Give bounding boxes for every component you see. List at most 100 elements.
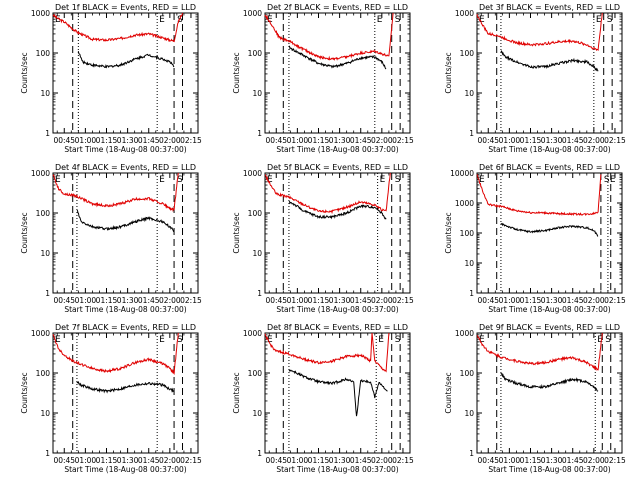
x-axis-label: Start Time (18-Aug-08 00:37:00) — [64, 465, 186, 474]
x-tick-label: 01:45 — [138, 456, 160, 465]
chart-title: Det 8f BLACK = Events, RED = LLD — [267, 323, 408, 332]
events-series-line — [288, 45, 387, 70]
y-tick-label: 10000 — [450, 169, 474, 178]
x-tick-label: 02:15 — [604, 136, 626, 145]
marker-label-e-left: E — [479, 175, 485, 185]
x-axis-label: Start Time (18-Aug-08 00:37:00) — [64, 305, 186, 314]
y-tick-label: 100 — [460, 369, 475, 378]
x-tick-label: 01:30 — [329, 136, 351, 145]
marker-label-s-right: S — [177, 335, 183, 345]
y-tick-label: 100 — [248, 369, 263, 378]
y-axis-label: Counts/sec — [20, 372, 29, 413]
events-series-line — [76, 381, 175, 394]
y-tick-label: 1 — [45, 289, 50, 298]
plot-frame — [476, 332, 623, 454]
y-tick-label: 100 — [248, 49, 263, 58]
plot-frame — [264, 332, 411, 454]
y-tick-label: 1 — [257, 289, 262, 298]
x-tick-label: 02:15 — [392, 456, 414, 465]
x-axis-label: Start Time (18-Aug-08 00:37:00) — [64, 145, 186, 154]
events-series-line — [500, 222, 599, 237]
x-tick-label: 00:45 — [53, 296, 75, 305]
chart-panel: Det 1f BLACK = Events, RED = LLD 1 10 100 10… — [20, 3, 202, 154]
marker-label-e-right: E — [159, 175, 165, 185]
x-tick-label: 01:30 — [329, 296, 351, 305]
x-tick-label: 01:15 — [520, 456, 542, 465]
y-tick-label: 100 — [36, 49, 51, 58]
x-tick-label: 02:00 — [159, 296, 181, 305]
chart-panel: Det 8f BLACK = Events, RED = LLD 1 10 100 10… — [232, 323, 414, 474]
y-axis-label: Counts/sec — [232, 372, 241, 413]
plot-frame — [52, 12, 199, 134]
x-tick-label: 01:30 — [117, 296, 139, 305]
y-tick-label: 10 — [252, 409, 262, 418]
y-tick-label: 10 — [464, 409, 474, 418]
marker-label-s-right: S — [395, 175, 401, 185]
lld-series-line — [264, 172, 391, 215]
chart-panel: Det 4f BLACK = Events, RED = LLD 1 10 100 10… — [20, 163, 202, 314]
y-tick-label: 10 — [252, 89, 262, 98]
marker-label-s-right: S — [395, 15, 401, 25]
y-axis-label: Counts/sec — [20, 212, 29, 253]
marker-label-e-left: E — [267, 175, 273, 185]
x-tick-label: 01:15 — [96, 456, 118, 465]
x-tick-label: 01:00 — [287, 136, 309, 145]
lld-series-line — [476, 174, 602, 217]
x-tick-label: 01:30 — [541, 456, 563, 465]
x-tick-label: 00:45 — [477, 136, 499, 145]
marker-label-e-right: E — [377, 15, 383, 25]
y-tick-label: 10 — [464, 89, 474, 98]
y-tick-label: 1000 — [243, 9, 262, 18]
x-tick-label: 01:00 — [499, 136, 521, 145]
x-tick-label: 02:15 — [392, 136, 414, 145]
chart-title: Det 5f BLACK = Events, RED = LLD — [267, 163, 408, 172]
x-tick-label: 00:45 — [477, 456, 499, 465]
plot-frame — [52, 332, 199, 454]
x-tick-label: 00:45 — [265, 296, 287, 305]
y-tick-label: 1000 — [243, 169, 262, 178]
y-axis-label: Counts/sec — [444, 52, 453, 93]
chart-panel: Det 5f BLACK = Events, RED = LLD 1 10 100 10… — [232, 163, 414, 314]
y-tick-label: 100 — [36, 369, 51, 378]
x-tick-label: 00:45 — [265, 136, 287, 145]
marker-label-s-right: S — [177, 175, 183, 185]
marker-label-e-left: E — [55, 175, 61, 185]
plot-frame — [476, 172, 623, 294]
x-tick-label: 01:45 — [138, 296, 160, 305]
chart-title: Det 6f BLACK = Events, RED = LLD — [479, 163, 620, 172]
marker-label-e-right: E — [378, 335, 384, 345]
x-tick-label: 01:30 — [117, 136, 139, 145]
x-tick-label: 02:00 — [583, 296, 605, 305]
lld-series-line — [476, 12, 603, 52]
y-tick-label: 1000 — [243, 329, 262, 338]
chart-title: Det 1f BLACK = Events, RED = LLD — [55, 3, 196, 12]
events-series-line — [288, 369, 388, 417]
plot-frame — [264, 172, 411, 294]
x-tick-label: 01:15 — [96, 136, 118, 145]
lld-series-line — [52, 332, 179, 376]
x-tick-label: 01:00 — [75, 456, 97, 465]
marker-label-e-left: E — [267, 15, 273, 25]
x-axis-label: Start Time (18-Aug-08 00:37:00) — [276, 305, 398, 314]
x-tick-label: 01:15 — [308, 456, 330, 465]
x-tick-label: 02:00 — [159, 456, 181, 465]
y-tick-label: 1 — [469, 289, 474, 298]
marker-label-e-left: E — [55, 335, 61, 345]
x-tick-label: 01:15 — [96, 296, 118, 305]
marker-label-e-right: E — [597, 335, 603, 345]
x-axis-label: Start Time (18-Aug-08 00:37:00) — [488, 145, 610, 154]
plot-frame — [264, 12, 411, 134]
chart-title: Det 3f BLACK = Events, RED = LLD — [479, 3, 620, 12]
y-axis-label: Counts/sec — [444, 212, 453, 253]
y-tick-label: 10 — [40, 249, 50, 258]
x-tick-label: 00:45 — [53, 136, 75, 145]
events-series-line — [77, 50, 175, 69]
x-tick-label: 01:00 — [499, 296, 521, 305]
x-tick-label: 01:00 — [287, 456, 309, 465]
x-tick-label: 02:15 — [180, 296, 202, 305]
x-tick-label: 02:15 — [180, 136, 202, 145]
x-tick-label: 01:30 — [541, 136, 563, 145]
x-tick-label: 02:15 — [392, 296, 414, 305]
x-tick-label: 02:00 — [371, 296, 393, 305]
x-tick-label: 01:15 — [520, 296, 542, 305]
